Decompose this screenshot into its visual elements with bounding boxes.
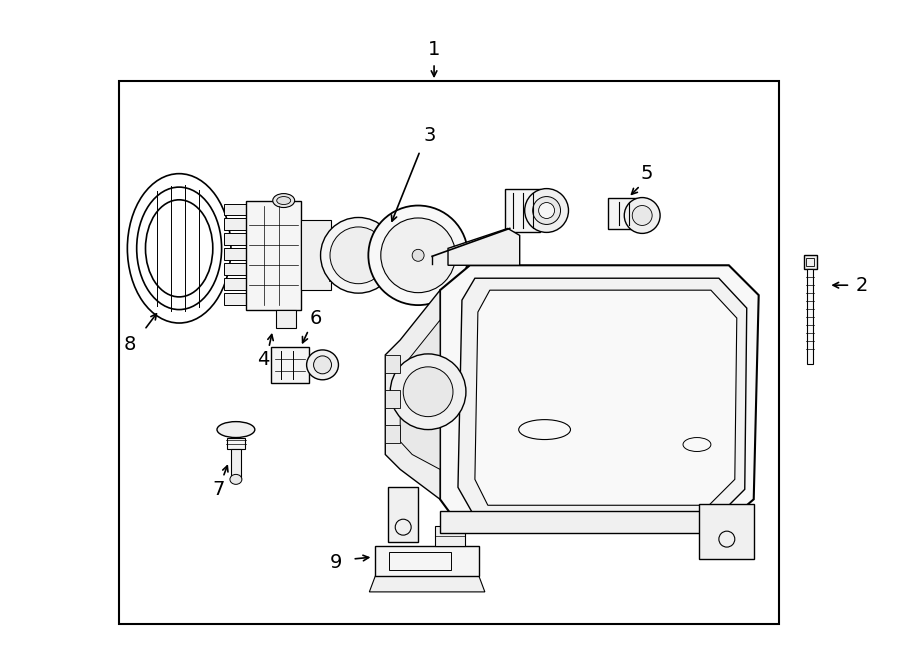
Bar (385, 390, 400, 408)
Polygon shape (369, 576, 485, 592)
Bar (224, 249, 246, 260)
Bar (231, 449, 241, 479)
Circle shape (538, 202, 554, 219)
Bar (804, 255, 817, 269)
Bar (328, 253, 340, 263)
Circle shape (368, 206, 468, 305)
Bar (224, 219, 246, 231)
Bar (807, 269, 814, 364)
Bar (699, 504, 753, 559)
Bar (271, 347, 309, 383)
Bar (224, 204, 246, 215)
Polygon shape (400, 320, 440, 469)
Text: 5: 5 (641, 164, 653, 183)
Text: 2: 2 (855, 276, 868, 295)
Text: 3: 3 (424, 126, 436, 145)
Polygon shape (448, 229, 519, 265)
Ellipse shape (273, 194, 294, 208)
Bar (806, 258, 814, 266)
Circle shape (412, 249, 424, 261)
Bar (301, 221, 330, 290)
Bar (390, 552, 451, 570)
Bar (608, 198, 636, 229)
Polygon shape (440, 265, 759, 529)
Ellipse shape (330, 227, 387, 284)
Circle shape (625, 198, 660, 233)
Text: 6: 6 (310, 309, 322, 328)
Polygon shape (385, 290, 440, 499)
Bar (505, 188, 540, 233)
Text: 4: 4 (256, 350, 269, 369)
Bar (328, 271, 340, 281)
Bar (435, 526, 465, 546)
Bar (440, 511, 724, 533)
Circle shape (533, 196, 561, 225)
Text: 8: 8 (123, 335, 136, 354)
Polygon shape (458, 278, 747, 517)
Bar (224, 263, 246, 275)
Text: 1: 1 (428, 40, 440, 59)
Bar (227, 438, 245, 449)
Ellipse shape (320, 217, 396, 293)
Circle shape (632, 206, 652, 225)
Bar (328, 235, 340, 245)
Bar (385, 424, 400, 442)
Bar (224, 293, 246, 305)
Ellipse shape (313, 356, 331, 374)
Bar (275, 310, 296, 328)
Bar (375, 546, 479, 576)
Bar (224, 278, 246, 290)
Ellipse shape (307, 350, 338, 380)
Bar (120, 81, 778, 624)
Circle shape (381, 218, 455, 293)
Text: 9: 9 (329, 553, 342, 572)
Text: 7: 7 (212, 480, 225, 499)
Bar (246, 200, 301, 310)
Circle shape (403, 367, 453, 416)
Polygon shape (475, 290, 737, 505)
Ellipse shape (217, 422, 255, 438)
Ellipse shape (276, 196, 291, 204)
Bar (385, 355, 400, 373)
Ellipse shape (230, 475, 242, 485)
Circle shape (525, 188, 569, 233)
Bar (388, 487, 418, 542)
Circle shape (391, 354, 466, 430)
Bar (224, 233, 246, 245)
